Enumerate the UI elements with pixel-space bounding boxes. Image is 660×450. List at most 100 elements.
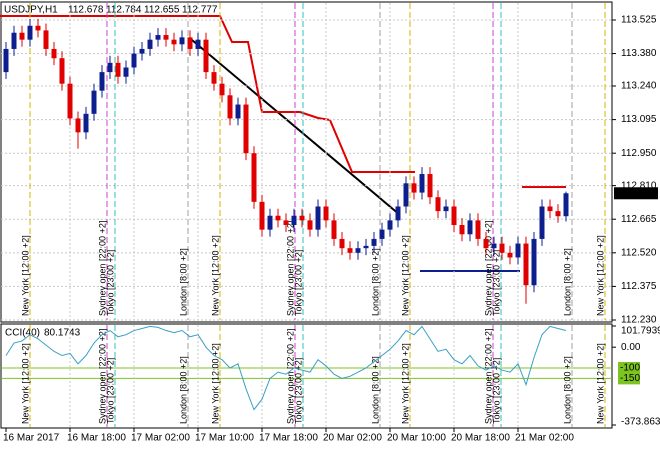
candle-body [363, 245, 369, 249]
y-tick-label: 0.00 [621, 342, 641, 353]
candle-body [179, 37, 185, 45]
session-label: London [8:00 +2] [562, 356, 572, 424]
candle-body [371, 238, 377, 246]
candle-body [539, 206, 545, 239]
session-label: Sydney open [22:00 +2] [483, 329, 493, 424]
candle-body [107, 62, 113, 73]
candle-body [475, 220, 481, 239]
session-label: London [8:00 +2] [178, 356, 188, 424]
candle-body [195, 39, 201, 49]
candle-body [35, 25, 41, 31]
candle-body [11, 32, 17, 49]
session-label: London [8:00 +2] [370, 248, 380, 316]
candle-body [555, 211, 561, 217]
candle-body [187, 37, 193, 49]
indicator-value: 80.1743 [44, 328, 81, 339]
candle-body [155, 35, 161, 40]
y-tick-label: 113.240 [621, 81, 657, 92]
indicator-pane [0, 323, 613, 429]
ohlc-low: 112.655 [144, 5, 180, 16]
candle-body [19, 32, 25, 40]
session-label: Sydney open [22:00 +2] [285, 329, 295, 424]
candle-body [123, 67, 129, 77]
candle-body [91, 90, 97, 114]
session-label: Sydney open [22:00 +2] [97, 329, 107, 424]
candle-body [283, 220, 289, 226]
candle-body [51, 48, 57, 59]
candle-body [139, 48, 145, 54]
candle-body [483, 238, 489, 249]
x-tick-label: 17 Mar 02:00 [131, 433, 190, 444]
session-label: New York [12:00 +2] [595, 235, 605, 316]
session-label: New York [12:00 +2] [210, 343, 220, 424]
ohlc-high: 112.784 [106, 5, 142, 16]
x-tick-label: 16 Mar 2017 [3, 433, 60, 444]
y-tick-label: 112.950 [621, 148, 657, 159]
price-box [614, 187, 658, 200]
y-tick-label: 112.520 [621, 247, 657, 258]
session-label: Sydney open [22:00 +2] [483, 221, 493, 316]
candle-body [203, 39, 209, 73]
x-tick-label: 20 Mar 18:00 [451, 433, 510, 444]
x-tick-label: 20 Mar 02:00 [323, 433, 382, 444]
candle-body [403, 183, 409, 207]
candle-body [411, 183, 417, 193]
candle-body [515, 243, 521, 258]
candle-body [147, 39, 153, 49]
y-tick-label: 112.665 [621, 214, 657, 225]
candle-body [451, 206, 457, 226]
candle-body [75, 118, 81, 133]
session-label: New York [12:00 +2] [400, 235, 410, 316]
y-tick-label: 101.7939 [621, 326, 660, 337]
session-label: New York [12:00 +2] [210, 235, 220, 316]
candle-body [339, 238, 345, 249]
candle-body [395, 206, 401, 221]
candle-body [459, 225, 465, 235]
session-label: Tokyo [23:00 +2] [105, 358, 115, 424]
candle-body [83, 113, 89, 133]
x-tick-label: 20 Mar 10:00 [387, 433, 446, 444]
session-label: New York [12:00 +2] [595, 343, 605, 424]
ohlc-close: 112.777 [182, 5, 218, 16]
candle-body [419, 174, 425, 193]
y-tick-label: 113.380 [621, 48, 657, 59]
level-box [618, 361, 640, 374]
session-label: London [8:00 +2] [178, 248, 188, 316]
session-label: Tokyo [23:00 +2] [293, 358, 303, 424]
candle-body [427, 174, 433, 198]
price-label: 112.777 [618, 188, 654, 199]
stop-line [0, 15, 415, 173]
candle-body [387, 220, 393, 230]
candle-body [491, 243, 497, 249]
candle-body [267, 215, 273, 230]
session-label: Tokyo [23:00 +2] [491, 250, 501, 316]
candle-body [299, 215, 305, 221]
candle-body [251, 153, 257, 202]
candle-body [163, 35, 169, 40]
candle-body [379, 229, 385, 239]
session-label: New York [12:00 +2] [20, 235, 30, 316]
session-label: Sydney open [22:00 +2] [97, 221, 107, 316]
y-tick-label: 112.375 [621, 281, 657, 292]
candle-body [99, 72, 105, 91]
x-tick-label: 21 Mar 02:00 [515, 433, 574, 444]
candle-body [307, 220, 313, 230]
level-box [618, 372, 640, 385]
x-tick-label: 17 Mar 18:00 [259, 433, 318, 444]
session-label: Tokyo [23:00 +2] [105, 250, 115, 316]
level-label: -100 [620, 363, 640, 374]
y-tick-label: -373.8636 [621, 417, 660, 428]
candle-body [131, 53, 137, 68]
candle-body [347, 248, 353, 253]
candle-body [211, 72, 217, 84]
candle-body [323, 206, 329, 221]
session-label: New York [12:00 +2] [20, 343, 30, 424]
candle-body [499, 243, 505, 253]
candle-body [531, 238, 537, 286]
y-tick-label: 112.810 [621, 180, 657, 191]
price-pane [0, 1, 613, 323]
candle-body [467, 220, 473, 235]
ohlc-open: 112.678 [68, 5, 104, 16]
x-tick-label: 16 Mar 18:00 [67, 433, 126, 444]
